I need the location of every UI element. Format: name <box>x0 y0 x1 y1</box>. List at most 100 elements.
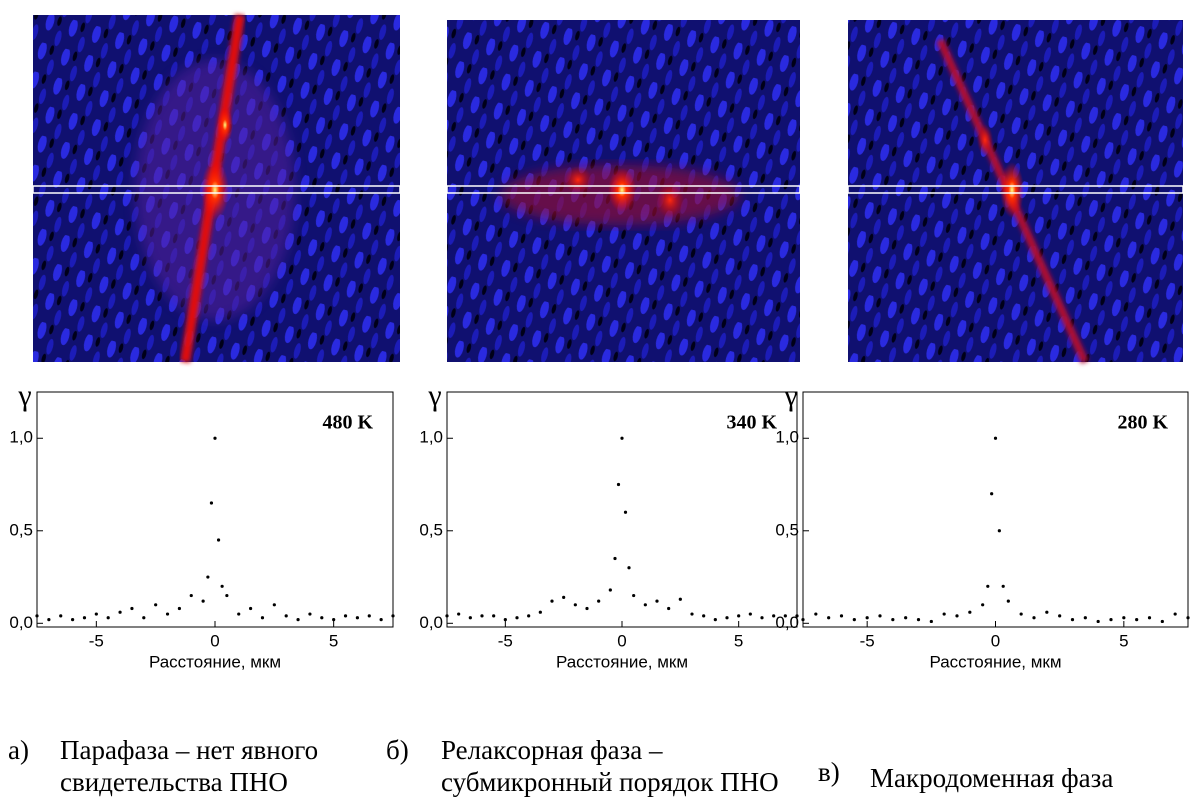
data-point <box>627 566 631 570</box>
data-point <box>1147 616 1152 620</box>
data-point <box>308 612 312 616</box>
data-point <box>748 612 752 616</box>
data-point <box>904 616 908 620</box>
data-point <box>616 482 621 487</box>
data-point <box>355 616 359 620</box>
data-point <box>997 529 1001 533</box>
y-axis-label: γ <box>17 379 31 412</box>
x-tick-label: 0 <box>210 631 219 650</box>
x-axis-label: Расстояние, мкм <box>929 652 1061 671</box>
data-point <box>678 597 682 601</box>
caption-text: Парафаза – нет явного свидетельства ПНО <box>60 735 319 797</box>
x-tick-label: 5 <box>329 631 338 650</box>
y-tick-label: 0,5 <box>775 520 799 539</box>
data-point <box>865 616 869 620</box>
x-axis-label: Расстояние, мкм <box>149 652 281 671</box>
x-tick-label: -5 <box>860 631 875 650</box>
data-point <box>562 595 566 599</box>
data-point <box>59 614 63 618</box>
caption-text: Релаксорная фаза – субмикронный порядок … <box>441 735 779 797</box>
data-point <box>852 617 856 622</box>
data-point <box>993 436 998 440</box>
x-axis-label: Расстояние, мкм <box>556 652 688 671</box>
data-point <box>320 616 324 620</box>
data-point <box>760 616 764 620</box>
data-point <box>189 593 193 598</box>
data-point <box>130 606 134 611</box>
y-axis-label: γ <box>783 379 797 412</box>
data-point <box>94 612 98 616</box>
data-point <box>643 603 647 607</box>
data-point <box>165 612 170 616</box>
data-point <box>725 616 729 620</box>
data-point <box>801 617 805 622</box>
y-tick-label: 1,0 <box>775 428 799 447</box>
data-point <box>981 603 985 607</box>
data-point <box>391 614 395 618</box>
data-point <box>379 617 383 622</box>
data-point <box>260 616 265 620</box>
data-point <box>216 538 221 542</box>
data-point <box>480 614 484 618</box>
data-point <box>445 614 449 618</box>
y-tick-label: 0,5 <box>419 520 443 539</box>
y-axis-label: γ <box>427 379 441 412</box>
data-point <box>503 617 507 622</box>
data-point <box>613 556 617 561</box>
data-point <box>35 614 39 618</box>
data-point <box>209 501 214 505</box>
data-point <box>990 492 994 496</box>
data-point <box>82 616 87 620</box>
heatmap-b <box>446 20 801 362</box>
data-point <box>632 593 636 598</box>
data-point <box>1160 619 1164 624</box>
caption-label: б) <box>386 735 409 765</box>
data-point <box>929 619 933 624</box>
x-tick-label: -5 <box>498 631 513 650</box>
data-point <box>118 610 122 614</box>
data-point <box>492 614 496 618</box>
data-point <box>527 614 531 618</box>
data-point <box>550 599 554 603</box>
data-point <box>597 599 601 603</box>
data-point <box>608 588 612 592</box>
data-point <box>1019 612 1023 616</box>
data-point <box>690 612 694 616</box>
data-point <box>772 614 776 618</box>
caption-text: Макродоменная фаза <box>870 763 1114 793</box>
y-tick-label: 0,0 <box>9 613 33 632</box>
data-point <box>713 617 717 622</box>
data-point <box>1058 614 1062 618</box>
data-point <box>220 584 224 588</box>
data-point <box>839 614 844 618</box>
data-point <box>154 603 158 607</box>
annotation: 340 K <box>726 412 777 434</box>
data-point <box>1173 612 1177 616</box>
data-point <box>177 606 181 611</box>
data-point <box>367 614 371 618</box>
y-tick-label: 1,0 <box>419 428 443 447</box>
data-point <box>623 510 628 514</box>
data-point <box>1135 617 1139 622</box>
data-point <box>955 614 959 618</box>
x-tick-label: 0 <box>991 631 1000 650</box>
data-point <box>795 614 799 618</box>
data-point <box>968 610 972 614</box>
data-point <box>1045 610 1049 614</box>
data-point <box>1096 619 1100 624</box>
data-point <box>225 593 229 598</box>
data-point <box>343 614 348 618</box>
data-point <box>284 614 288 618</box>
annotation: 480 K <box>322 412 373 434</box>
data-point <box>891 617 895 622</box>
x-tick-label: 0 <box>617 631 626 650</box>
data-point <box>655 599 659 603</box>
data-point <box>106 616 110 620</box>
data-point <box>71 617 75 622</box>
data-point <box>1070 617 1075 622</box>
data-point <box>201 599 205 603</box>
data-point <box>457 612 461 616</box>
caption-label: в) <box>818 757 840 787</box>
x-tick-label: 5 <box>734 631 743 650</box>
